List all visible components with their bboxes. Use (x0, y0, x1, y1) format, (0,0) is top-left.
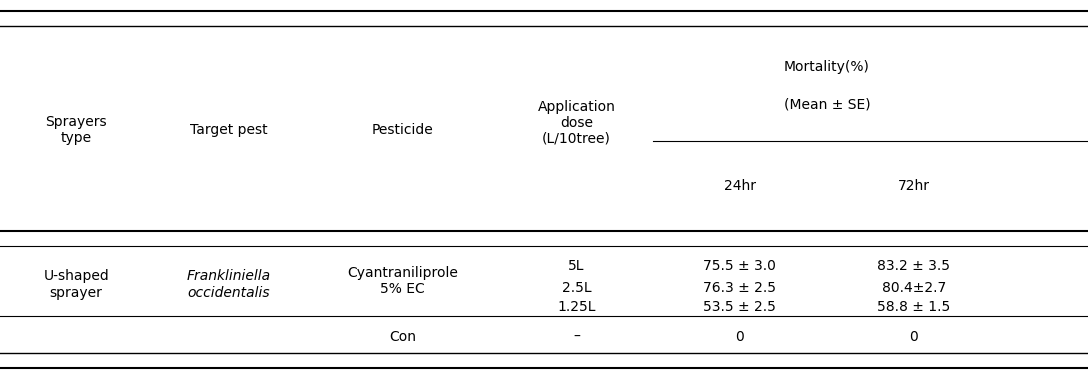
Text: 83.2 ± 3.5: 83.2 ± 3.5 (877, 259, 951, 273)
Text: Mortality(%): Mortality(%) (784, 60, 869, 74)
Text: Frankliniella
occidentalis: Frankliniella occidentalis (186, 269, 271, 300)
Text: 53.5 ± 2.5: 53.5 ± 2.5 (704, 300, 776, 314)
Text: 24hr: 24hr (724, 179, 756, 193)
Text: 0: 0 (735, 330, 744, 344)
Text: 5L: 5L (568, 259, 585, 273)
Text: 58.8 ± 1.5: 58.8 ± 1.5 (877, 300, 951, 314)
Text: 76.3 ± 2.5: 76.3 ± 2.5 (703, 281, 777, 295)
Text: 1.25L: 1.25L (557, 300, 596, 314)
Text: (Mean ± SE): (Mean ± SE) (783, 97, 870, 111)
Text: Pesticide: Pesticide (372, 123, 433, 137)
Text: Cyantraniliprole
5% EC: Cyantraniliprole 5% EC (347, 266, 458, 296)
Text: 72hr: 72hr (898, 179, 930, 193)
Text: Application
dose
(L/10tree): Application dose (L/10tree) (537, 100, 616, 146)
Text: 2.5L: 2.5L (561, 281, 592, 295)
Text: Target pest: Target pest (189, 123, 268, 137)
Text: Sprayers
type: Sprayers type (46, 115, 107, 145)
Text: U-shaped
sprayer: U-shaped sprayer (44, 269, 109, 300)
Text: 80.4±2.7: 80.4±2.7 (881, 281, 947, 295)
Text: Con: Con (390, 330, 416, 344)
Text: 0: 0 (910, 330, 918, 344)
Text: –: – (573, 330, 580, 344)
Text: 75.5 ± 3.0: 75.5 ± 3.0 (704, 259, 776, 273)
